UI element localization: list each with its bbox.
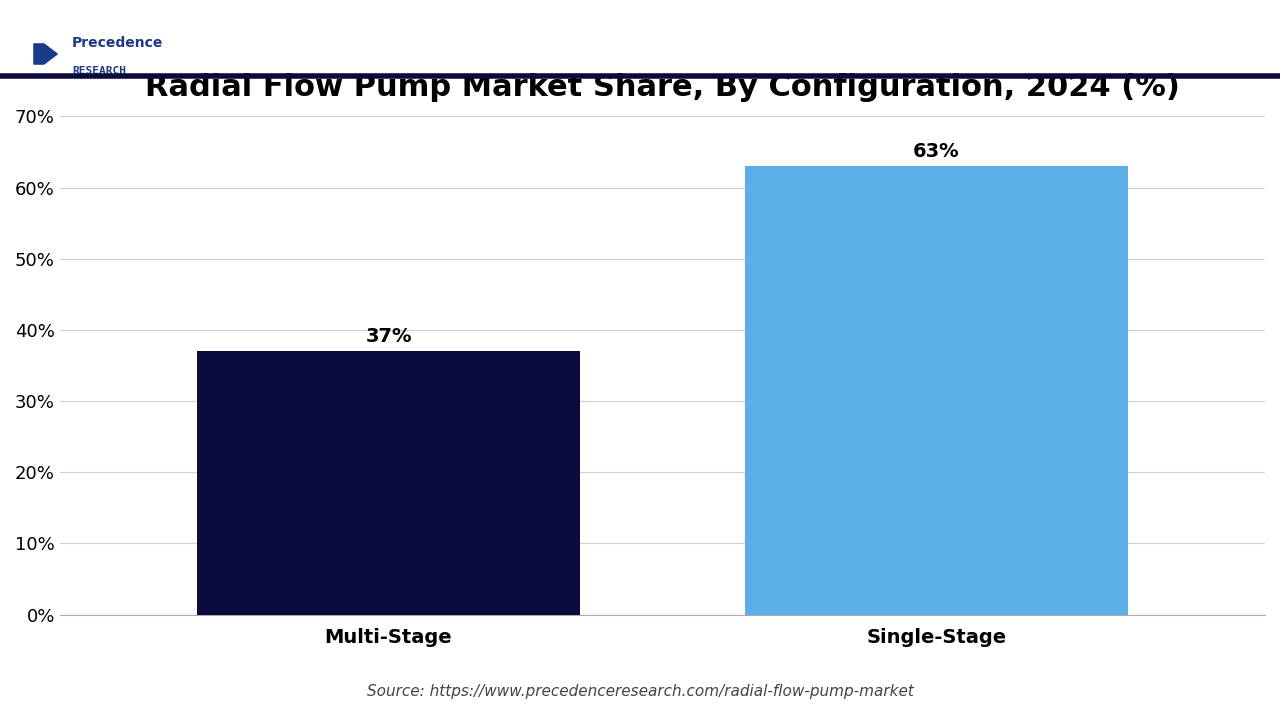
- Bar: [197, 351, 580, 614]
- Text: 63%: 63%: [913, 142, 960, 161]
- Bar: [745, 166, 1128, 614]
- Text: RESEARCH: RESEARCH: [72, 66, 127, 76]
- Text: 37%: 37%: [365, 327, 412, 346]
- FancyArrow shape: [35, 44, 58, 64]
- Title: Radial Flow Pump Market Share, By Configuration, 2024 (%): Radial Flow Pump Market Share, By Config…: [145, 73, 1180, 102]
- Text: Precedence: Precedence: [72, 36, 164, 50]
- Text: Source: https://www.precedenceresearch.com/radial-flow-pump-market: Source: https://www.precedenceresearch.c…: [366, 684, 914, 698]
